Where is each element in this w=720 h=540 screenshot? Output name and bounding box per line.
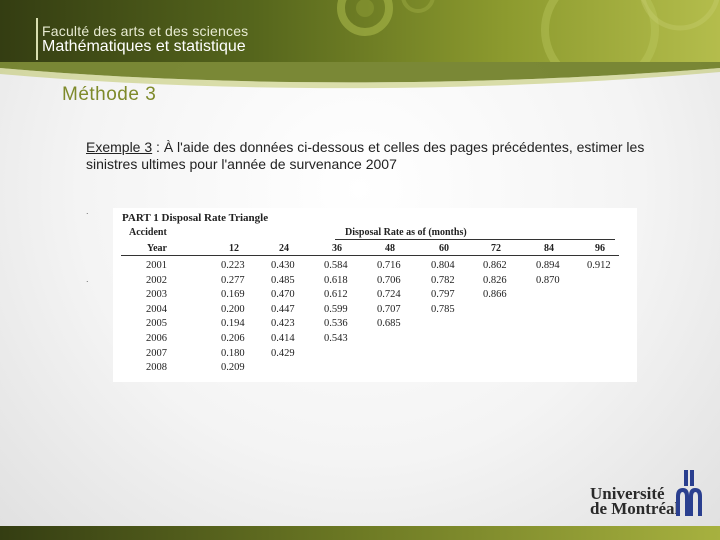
table-cell: 0.485 xyxy=(271,274,295,286)
column-header: 84 xyxy=(544,243,554,254)
table-cell: 0.870 xyxy=(536,274,560,286)
header-disposal-rate: Disposal Rate as of (months) xyxy=(345,227,467,238)
row-year: 2002 xyxy=(146,274,167,286)
table-cell: 0.180 xyxy=(221,347,245,359)
table-cell: 0.612 xyxy=(324,289,348,301)
header-underline xyxy=(335,239,615,240)
table-cell: 0.543 xyxy=(324,333,348,344)
table-cell: 0.706 xyxy=(377,274,401,286)
table-cell: 0.707 xyxy=(377,303,401,315)
table-cell: 0.685 xyxy=(377,318,401,330)
table-cell: 0.447 xyxy=(271,303,295,315)
header-rule xyxy=(36,18,38,60)
row-year: 2007 xyxy=(146,347,167,359)
faculty-name: Faculté des arts et des sciences xyxy=(42,23,249,39)
row-year: 2005 xyxy=(146,318,167,330)
table-cell: 0.797 xyxy=(431,289,455,301)
bullet-marker: . xyxy=(86,274,89,284)
table-title: PART 1 Disposal Rate Triangle xyxy=(122,212,269,224)
column-header: 48 xyxy=(385,243,395,254)
header-accident: Accident xyxy=(129,227,167,238)
department-name: Mathématiques et statistique xyxy=(42,38,246,55)
table-cell: 0.470 xyxy=(271,289,295,301)
slide-header: Faculté des arts et des sciences Mathéma… xyxy=(0,0,720,62)
column-header: 72 xyxy=(491,243,501,254)
table-cell: 0.912 xyxy=(587,260,611,271)
row-year: 2006 xyxy=(146,333,167,344)
table-cell: 0.618 xyxy=(324,274,348,286)
table-cell: 0.223 xyxy=(221,260,245,271)
table-cell: 0.277 xyxy=(221,274,245,286)
logo-emblem-icon xyxy=(676,470,702,516)
example-text: : À l'aide des données ci-dessous et cel… xyxy=(86,139,645,172)
table-cell: 0.584 xyxy=(324,260,348,271)
table-cell: 0.209 xyxy=(221,362,245,374)
table-cell: 0.866 xyxy=(483,289,507,301)
header-decoration xyxy=(337,0,720,62)
table-cell: 0.430 xyxy=(271,260,295,271)
table-content: PART 1 Disposal Rate Triangle Accident D… xyxy=(113,208,637,382)
table-cell: 0.724 xyxy=(377,289,401,301)
row-year: 2004 xyxy=(146,303,167,315)
column-header: 12 xyxy=(229,243,239,254)
column-header: 36 xyxy=(332,243,342,254)
table-cell: 0.429 xyxy=(271,347,295,359)
table-cell: 0.536 xyxy=(324,318,348,330)
row-year: 2001 xyxy=(146,260,167,271)
table-cell: 0.782 xyxy=(431,274,455,286)
column-header: 96 xyxy=(595,243,605,254)
row-year: 2008 xyxy=(146,362,167,374)
logo-line-2: de Montréal xyxy=(590,499,680,518)
disposal-rate-table: PART 1 Disposal Rate Triangle Accident D… xyxy=(113,208,637,382)
table-cell: 0.169 xyxy=(221,289,245,301)
table-cell: 0.716 xyxy=(377,260,401,271)
table-cell: 0.206 xyxy=(221,333,245,344)
table-cell: 0.894 xyxy=(536,260,560,271)
table-cell: 0.194 xyxy=(221,318,245,330)
logo-line-1: Université xyxy=(590,484,665,503)
row-year: 2003 xyxy=(146,289,167,301)
section-title: Méthode 3 xyxy=(62,84,157,105)
header-year: Year xyxy=(147,243,167,254)
example-paragraph: Exemple 3 : À l'aide des données ci-dess… xyxy=(86,139,666,173)
table-cell: 0.414 xyxy=(271,333,295,344)
column-header: 60 xyxy=(439,243,449,254)
slide-footer xyxy=(0,526,720,540)
table-cell: 0.599 xyxy=(324,303,348,315)
table-cell: 0.785 xyxy=(431,303,455,315)
column-header: 24 xyxy=(279,243,289,254)
table-cell: 0.804 xyxy=(431,260,455,271)
table-cell: 0.826 xyxy=(483,274,507,286)
table-rule xyxy=(121,255,619,256)
example-label: Exemple 3 xyxy=(86,139,153,155)
bullet-marker: . xyxy=(86,206,89,216)
table-cell: 0.862 xyxy=(483,260,507,271)
table-cell: 0.200 xyxy=(221,303,245,315)
table-cell: 0.423 xyxy=(271,318,295,330)
header-swoosh xyxy=(0,62,720,89)
